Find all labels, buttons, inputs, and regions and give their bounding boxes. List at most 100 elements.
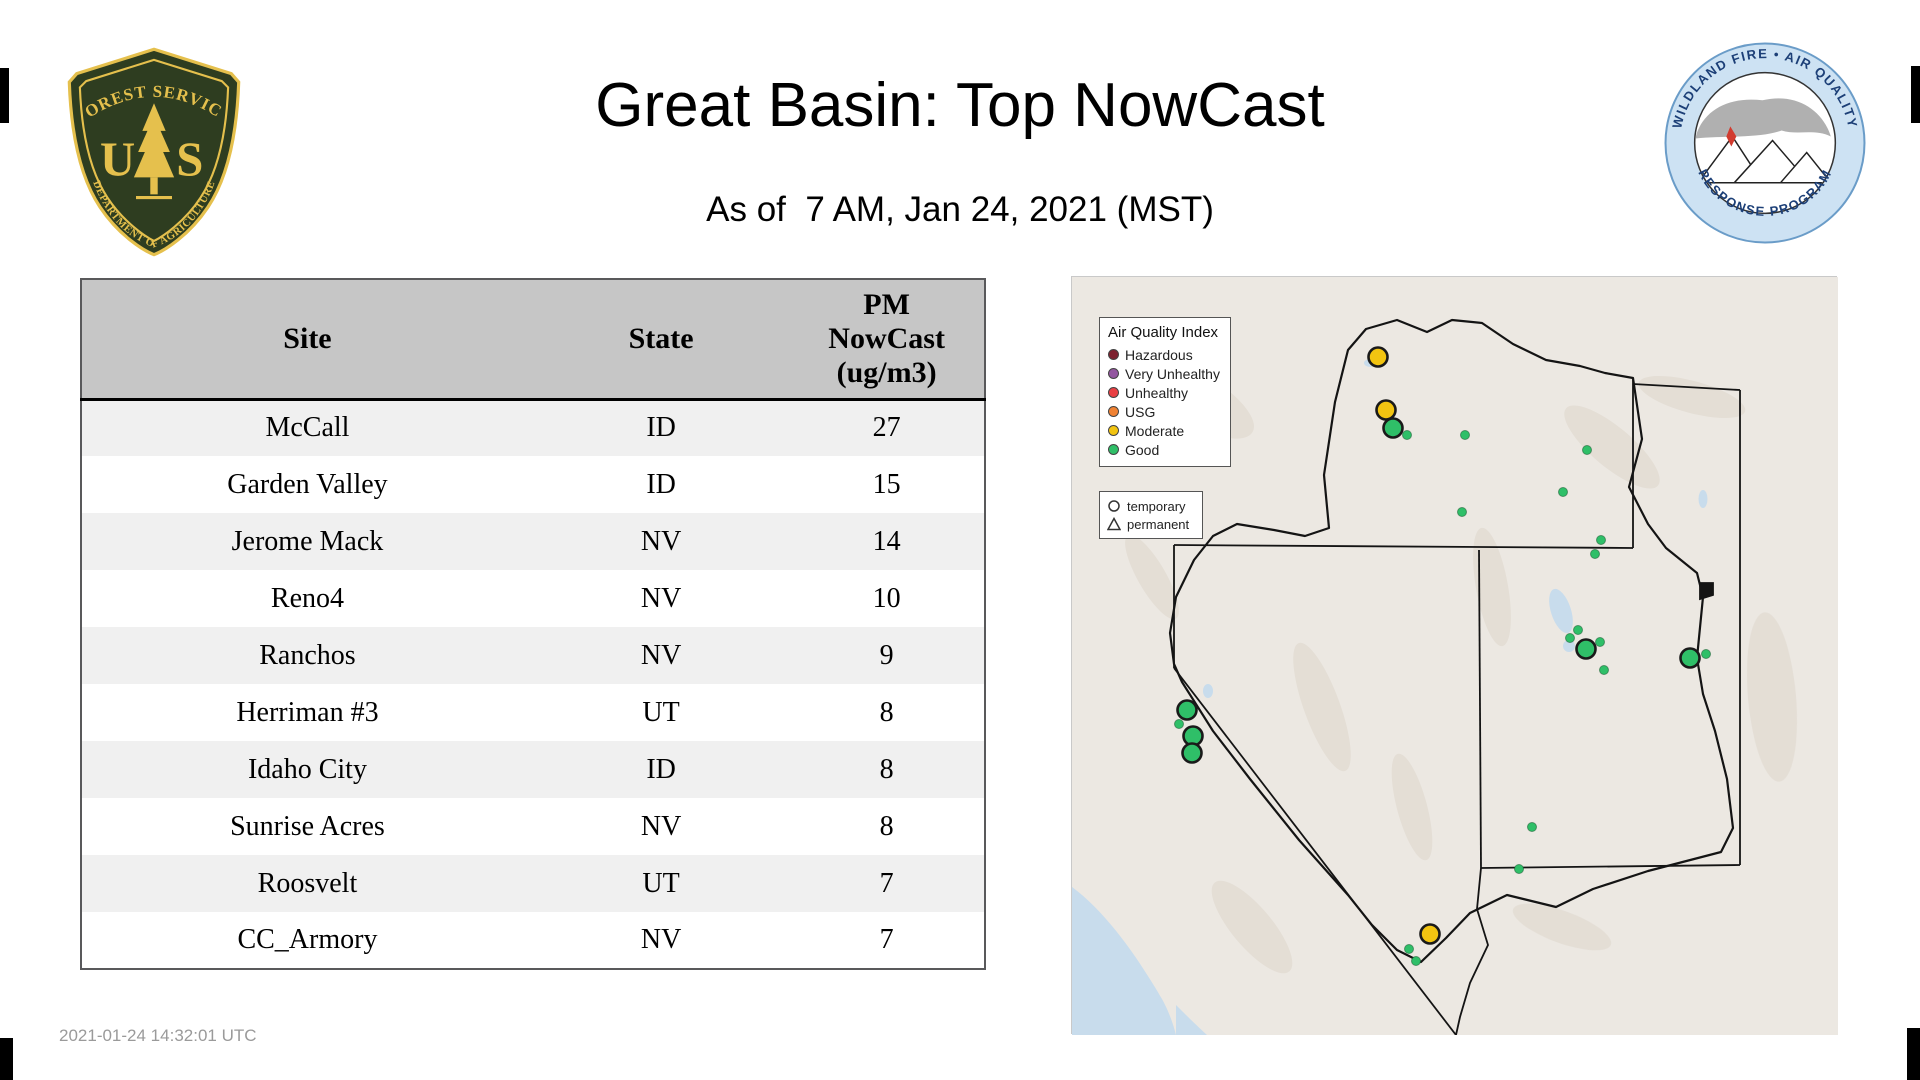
monitor-marker xyxy=(1460,430,1470,440)
pm-cell: 14 xyxy=(872,525,901,557)
aqi-legend-label: Good xyxy=(1125,441,1160,458)
table-header-row: Site State PM NowCast (ug/m3) xyxy=(81,279,985,401)
map-markers-layer xyxy=(1174,346,1711,966)
forest-service-logo: FOREST SERVICE U S DEPARTMENT OF AGRICUL… xyxy=(64,46,241,257)
column-header-state: State xyxy=(532,279,790,401)
state-borders xyxy=(1173,378,1741,1035)
monitor-marker xyxy=(1176,699,1198,721)
monitor-marker xyxy=(1575,638,1597,660)
monitor-marker xyxy=(1514,864,1524,874)
aqi-legend-label: Hazardous xyxy=(1125,346,1193,363)
crop-mark-bottom-right xyxy=(1907,1028,1920,1080)
temporary-legend-row: temporary xyxy=(1107,497,1195,515)
monitor-marker xyxy=(1558,487,1568,497)
pm-cell: 10 xyxy=(872,582,901,614)
pm-cell: 9 xyxy=(879,639,894,671)
monitor-marker xyxy=(1590,549,1600,559)
monitor-marker xyxy=(1679,647,1701,669)
pine-tree-icon xyxy=(133,103,175,200)
aqi-legend-item: Hazardous xyxy=(1108,345,1222,364)
state-cell: NV xyxy=(640,810,682,842)
table-row: Jerome Mack NV 14 xyxy=(81,513,985,570)
permanent-label: permanent xyxy=(1127,516,1190,532)
wfaqrp-logo: WILDLAND FIRE • AIR QUALITY RESPONSE PRO… xyxy=(1664,42,1866,244)
crop-mark-bottom-left xyxy=(0,1038,13,1080)
state-cell: ID xyxy=(646,412,676,444)
fs-letter-u: U xyxy=(100,132,135,186)
pm-cell: 7 xyxy=(879,924,894,955)
monitor-marker xyxy=(1457,507,1467,517)
nowcast-table: Site State PM NowCast (ug/m3) McCall ID … xyxy=(80,278,986,970)
monitor-marker xyxy=(1701,649,1711,659)
state-cell: UT xyxy=(642,867,680,899)
page-title: Great Basin: Top NowCast xyxy=(595,71,1325,140)
table-row: CC_Armory NV 7 xyxy=(81,912,985,969)
permanent-triangle-icon xyxy=(1107,517,1121,531)
usg-dot-icon xyxy=(1108,406,1119,417)
pm-cell: 27 xyxy=(872,412,901,444)
table-row: Herriman #3 UT 8 xyxy=(81,684,985,741)
pm-cell: 8 xyxy=(879,810,894,842)
pm-cell: 8 xyxy=(879,753,894,785)
monitor-marker xyxy=(1573,625,1583,635)
monitor-marker xyxy=(1367,346,1389,368)
shield-inner-line xyxy=(78,58,230,243)
table-row: Roosvelt UT 7 xyxy=(81,855,985,912)
pm-cell: 8 xyxy=(879,696,894,728)
site-cell: McCall xyxy=(265,412,350,444)
state-cell: NV xyxy=(640,924,682,955)
generated-timestamp: 2021-01-24 14:32:01 UTC xyxy=(59,1026,257,1045)
state-cell: UT xyxy=(642,696,680,728)
site-cell: Jerome Mack xyxy=(231,525,384,557)
aqi-legend-item: Moderate xyxy=(1108,421,1222,440)
smoke-cloud-icon xyxy=(1695,98,1831,139)
temporary-circle-icon xyxy=(1108,500,1120,512)
aqi-legend-label: Moderate xyxy=(1125,422,1185,439)
monitor-marker xyxy=(1599,665,1609,675)
monitor-marker xyxy=(1404,944,1414,954)
table-row: Sunrise Acres NV 8 xyxy=(81,798,985,855)
site-cell: Roosvelt xyxy=(257,867,358,899)
monitor-marker xyxy=(1375,399,1397,421)
aqi-legend-item: USG xyxy=(1108,402,1222,421)
site-cell: Herriman #3 xyxy=(236,696,379,728)
monitor-marker xyxy=(1174,719,1184,729)
monitor-marker xyxy=(1382,417,1404,439)
pm-cell: 7 xyxy=(879,867,894,899)
monitor-marker xyxy=(1565,633,1575,643)
flame-icon xyxy=(1726,126,1737,147)
very-unhealthy-dot-icon xyxy=(1108,368,1119,379)
page-subtitle: As of 7 AM, Jan 24, 2021 (MST) xyxy=(706,190,1214,229)
site-cell: Reno4 xyxy=(270,582,345,614)
crop-mark-top-right xyxy=(1911,66,1920,123)
unhealthy-dot-icon xyxy=(1108,387,1119,398)
aqi-legend-title: Air Quality Index xyxy=(1108,324,1219,341)
water-bodies xyxy=(1072,359,1708,1035)
table-row: McCall ID 27 xyxy=(81,399,985,456)
table-row: Reno4 NV 10 xyxy=(81,570,985,627)
crop-mark-top-left xyxy=(0,68,9,123)
monitor-marker xyxy=(1527,822,1537,832)
aqi-legend-item: Good xyxy=(1108,440,1222,459)
state-cell: NV xyxy=(640,582,682,614)
monitor-marker xyxy=(1181,742,1203,764)
site-cell: CC_Armory xyxy=(237,924,378,955)
site-cell: Garden Valley xyxy=(227,468,388,500)
monitor-marker xyxy=(1582,445,1592,455)
monitor-marker xyxy=(1419,923,1441,945)
aqi-legend-item: Very Unhealthy xyxy=(1108,364,1222,383)
monitor-marker xyxy=(1595,637,1605,647)
site-cell: Idaho City xyxy=(247,753,367,785)
state-cell: ID xyxy=(646,753,676,785)
aqi-legend-label: Unhealthy xyxy=(1125,384,1189,401)
state-cell: ID xyxy=(646,468,676,500)
site-cell: Ranchos xyxy=(259,639,356,671)
temporary-label: temporary xyxy=(1127,498,1186,514)
moderate-dot-icon xyxy=(1108,425,1119,436)
table-row: Ranchos NV 9 xyxy=(81,627,985,684)
basemap-svg xyxy=(1072,277,1838,1035)
aqi-legend-item: Unhealthy xyxy=(1108,383,1222,402)
monitor-type-legend: temporary permanent xyxy=(1099,491,1203,539)
pm-cell: 15 xyxy=(872,468,901,500)
